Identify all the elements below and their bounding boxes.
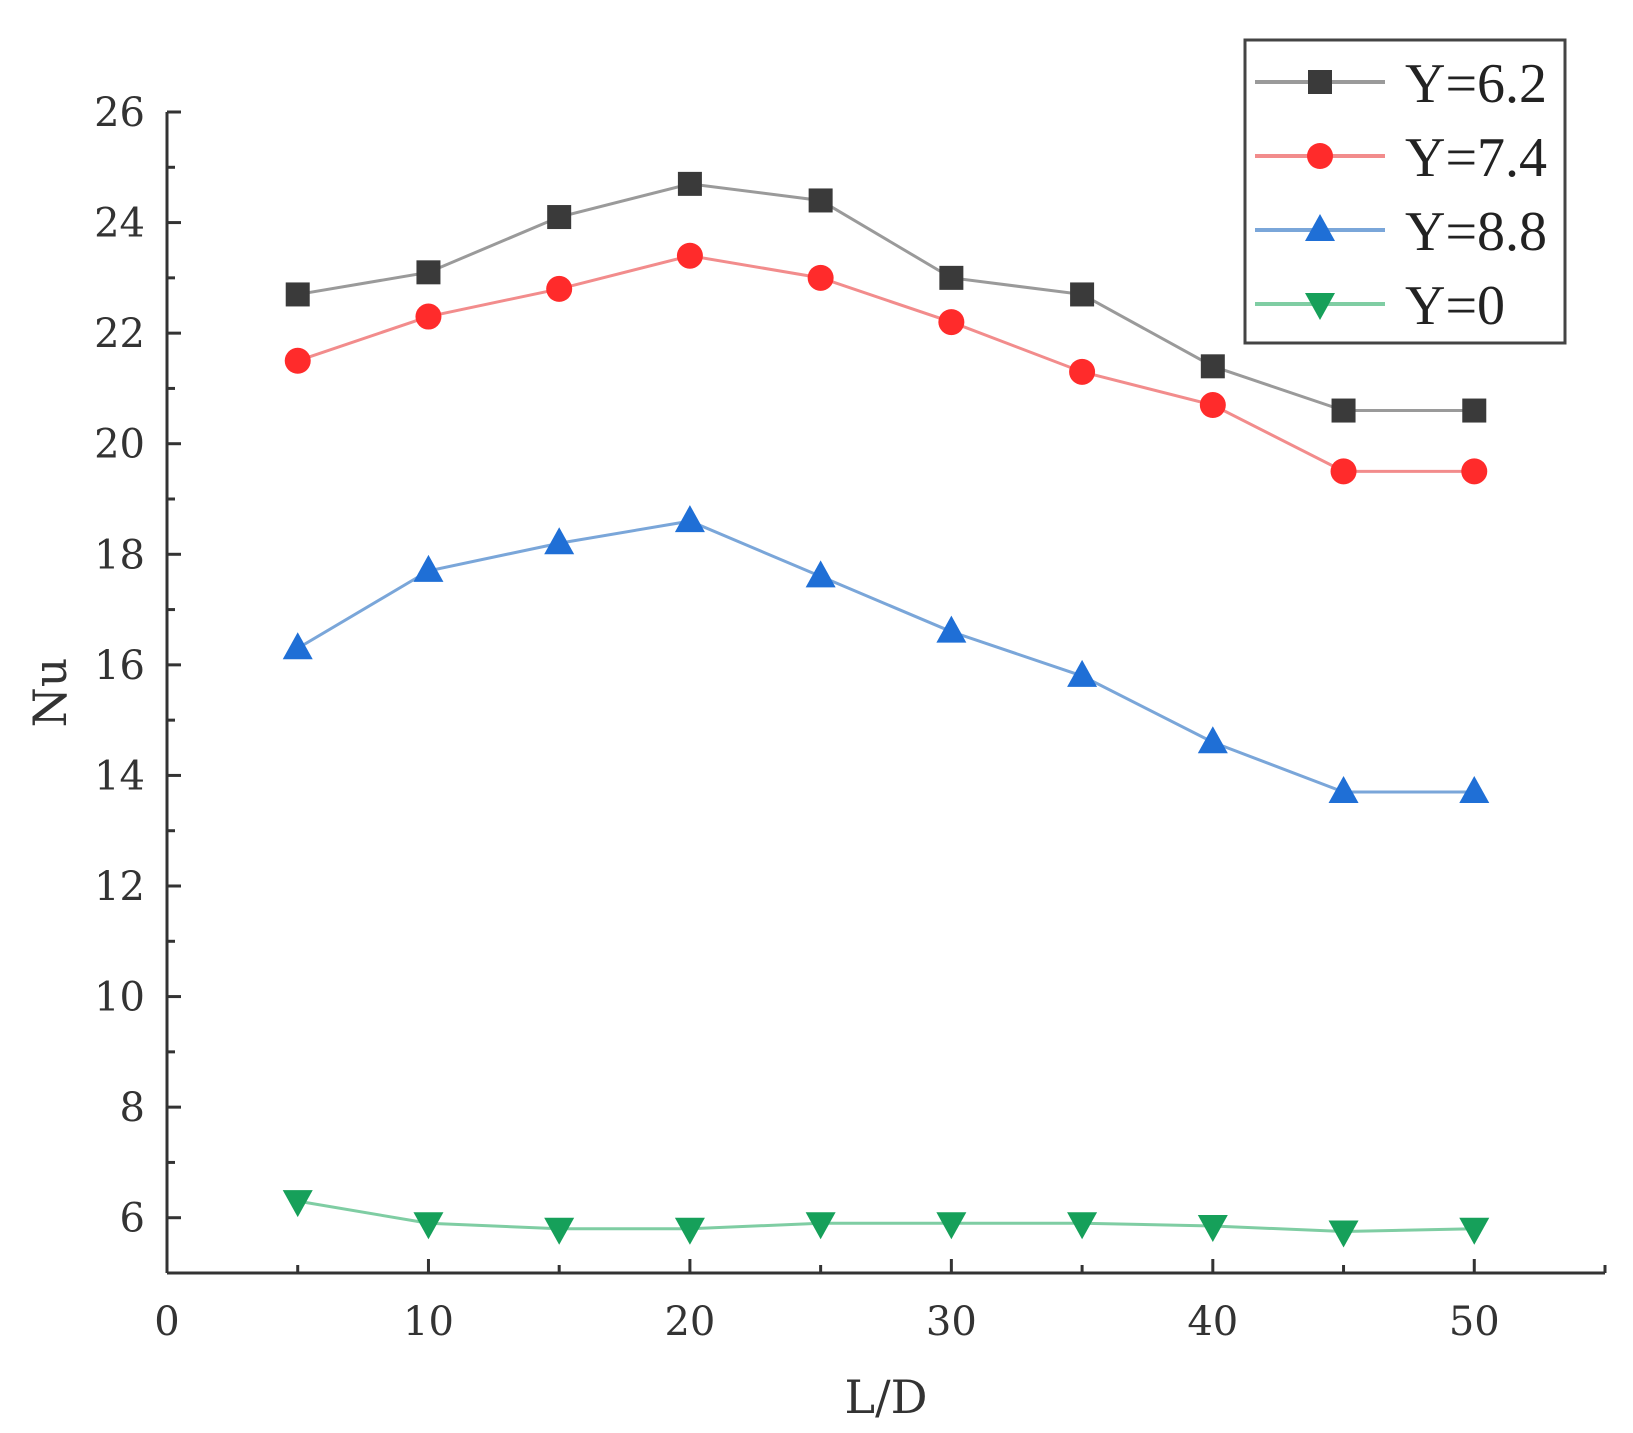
- data-point: [413, 554, 444, 582]
- series-line: [296, 519, 1475, 794]
- legend-marker: [1305, 214, 1335, 241]
- x-tick-label: 10: [403, 1299, 454, 1345]
- legend-label: Y=8.8: [1405, 201, 1547, 263]
- data-point: [677, 171, 702, 196]
- legend-marker: [1307, 143, 1333, 169]
- series-Y=7.4: [284, 242, 1488, 485]
- y-tick-label: 14: [94, 753, 145, 799]
- x-tick-label: 20: [664, 1299, 715, 1345]
- legend-box: [1243, 38, 1567, 345]
- series-layer: [282, 171, 1490, 1248]
- y-tick-label: 12: [94, 864, 145, 910]
- data-point: [544, 1217, 575, 1245]
- data-point: [1200, 354, 1225, 379]
- data-point: [1459, 776, 1490, 804]
- series-line: [297, 182, 1475, 413]
- data-point: [676, 242, 703, 269]
- data-point: [936, 615, 967, 643]
- data-point: [1069, 358, 1096, 385]
- data-point: [1461, 458, 1488, 485]
- series-line: [297, 254, 1475, 473]
- y-tick-label: 8: [120, 1085, 145, 1131]
- series-Y=6.2: [285, 171, 1487, 423]
- data-point: [674, 1217, 705, 1245]
- legend-label: Y=0: [1405, 275, 1505, 337]
- data-point: [807, 264, 834, 291]
- legend-marker: [1305, 293, 1335, 320]
- data-point: [1462, 398, 1487, 423]
- y-tick-label: 26: [94, 90, 145, 136]
- y-tick-label: 20: [94, 422, 145, 468]
- data-point: [1067, 659, 1098, 687]
- data-point: [1070, 282, 1095, 307]
- x-tick-label: 50: [1449, 1299, 1500, 1345]
- data-point: [1197, 726, 1228, 754]
- data-point: [805, 560, 836, 588]
- data-point: [1328, 1220, 1359, 1248]
- data-point: [1328, 776, 1359, 804]
- data-point: [282, 632, 313, 660]
- y-axis-title: Nu: [23, 658, 77, 728]
- data-point: [285, 282, 310, 307]
- data-point: [1330, 458, 1357, 485]
- y-tick-label: 18: [94, 532, 145, 578]
- legend: Y=6.2 Y=7.4 Y=8.8 Y=0: [1243, 38, 1567, 345]
- data-point: [284, 347, 311, 374]
- y-tick-label: 22: [94, 311, 145, 357]
- legend-label: Y=7.4: [1405, 127, 1547, 189]
- x-axis-title: L/D: [845, 1370, 928, 1424]
- data-point: [1199, 392, 1226, 419]
- y-tick-label: 10: [94, 975, 145, 1021]
- data-point: [282, 1190, 313, 1218]
- data-point: [939, 265, 964, 290]
- data-point: [1067, 1212, 1098, 1240]
- data-point: [1331, 398, 1356, 423]
- x-tick-label: 0: [154, 1299, 179, 1345]
- x-tick-label: 40: [1187, 1299, 1238, 1345]
- data-point: [413, 1212, 444, 1240]
- data-point: [547, 205, 572, 230]
- data-point: [938, 309, 965, 336]
- data-point: [544, 527, 575, 555]
- data-point: [936, 1212, 967, 1240]
- series-Y=0: [282, 1190, 1490, 1248]
- data-point: [416, 260, 441, 285]
- series-line: [297, 1199, 1475, 1234]
- data-point: [1197, 1215, 1228, 1243]
- x-tick-label: 30: [926, 1299, 977, 1345]
- data-point: [415, 303, 442, 330]
- legend-label: Y=6.2: [1405, 53, 1547, 115]
- legend-marker: [1308, 70, 1332, 94]
- series-Y=8.8: [282, 505, 1490, 804]
- y-tick-label: 6: [120, 1196, 145, 1242]
- y-tick-label: 16: [94, 643, 145, 689]
- data-point: [1459, 1217, 1490, 1245]
- data-point: [805, 1212, 836, 1240]
- data-point: [674, 505, 705, 533]
- data-point: [546, 275, 573, 302]
- y-tick-label: 24: [94, 201, 145, 247]
- axes: 6 8 10 12 14 16 18 20 22 24 26 0 10 20 30 40 50 L/D Nu: [23, 90, 1607, 1424]
- data-point: [808, 188, 833, 213]
